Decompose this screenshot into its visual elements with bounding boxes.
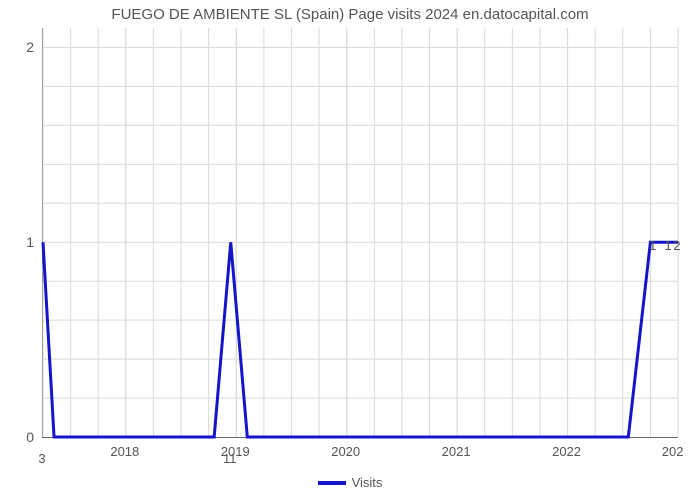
- chart-title: FUEGO DE AMBIENTE SL (Spain) Page visits…: [0, 6, 700, 23]
- x-tick-label-end: 202: [662, 444, 684, 459]
- point-label: 11: [223, 451, 237, 466]
- y-tick-label: 1: [4, 234, 34, 250]
- point-label: 1: [665, 238, 672, 253]
- point-label: 2: [673, 238, 680, 253]
- x-tick-label: 2020: [331, 444, 360, 459]
- x-tick-label: 2018: [110, 444, 139, 459]
- plot-svg: [43, 28, 678, 437]
- point-label: 3: [38, 451, 45, 466]
- x-tick-label: 2021: [442, 444, 471, 459]
- legend: Visits: [0, 474, 700, 490]
- legend-label: Visits: [352, 475, 383, 490]
- point-label: 1: [649, 238, 656, 253]
- x-tick-label: 2022: [552, 444, 581, 459]
- y-tick-label: 2: [4, 39, 34, 55]
- chart-container: FUEGO DE AMBIENTE SL (Spain) Page visits…: [0, 0, 700, 500]
- y-tick-label: 0: [4, 429, 34, 445]
- plot-area: [42, 28, 678, 438]
- legend-swatch: [318, 481, 346, 485]
